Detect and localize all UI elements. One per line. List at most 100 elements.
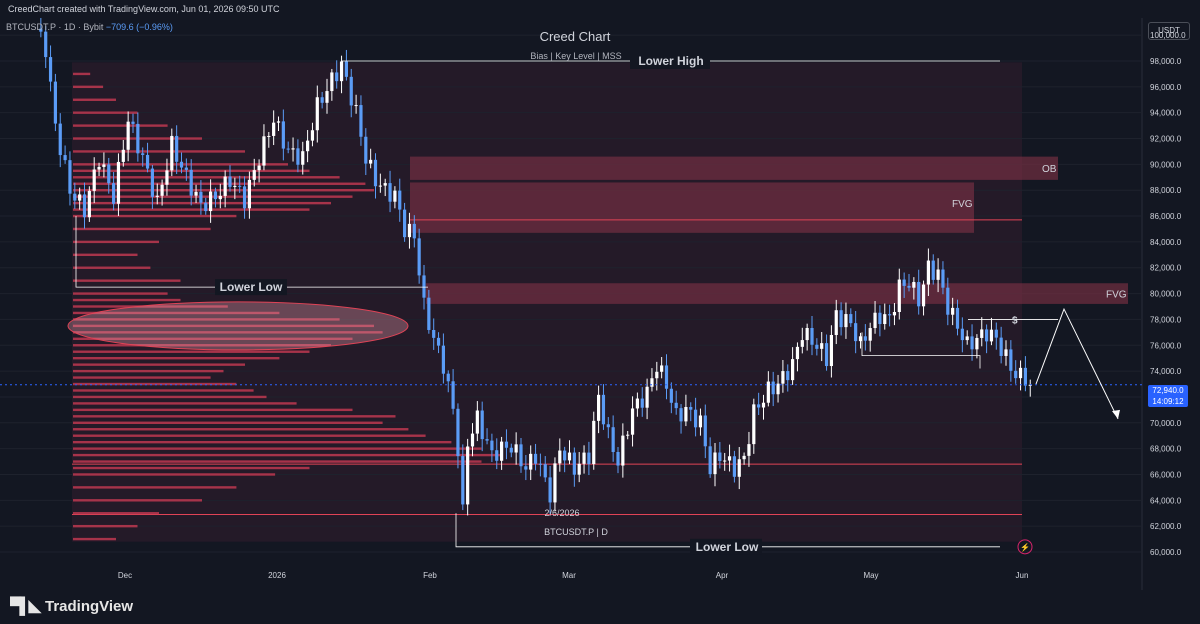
price-chart[interactable]: 60,000.0 62,000.0 64,000.0 66,000.0 68,000.0… bbox=[0, 18, 1200, 590]
candle bbox=[897, 279, 901, 313]
label-backdrop bbox=[215, 279, 287, 296]
candle bbox=[199, 191, 203, 203]
candle bbox=[514, 444, 518, 453]
candle bbox=[621, 435, 625, 466]
y-tick-label: 68,000.0 bbox=[1150, 445, 1182, 454]
range-box-line bbox=[861, 332, 981, 369]
candle bbox=[335, 72, 339, 82]
lightning-icon[interactable] bbox=[1017, 539, 1033, 555]
volume-profile-bar bbox=[73, 337, 353, 341]
candle bbox=[141, 153, 145, 155]
candle bbox=[931, 260, 935, 280]
candle bbox=[563, 450, 567, 461]
volume-profile-bar bbox=[73, 150, 245, 153]
x-tick-label: May bbox=[863, 571, 878, 580]
volume-profile-bar bbox=[73, 298, 181, 302]
candle bbox=[597, 394, 601, 421]
candle bbox=[339, 61, 344, 82]
candle bbox=[1023, 367, 1027, 386]
candle bbox=[407, 223, 412, 238]
zone-fvg bbox=[410, 182, 974, 233]
fvg-label: FVG bbox=[952, 199, 973, 210]
candle bbox=[247, 179, 251, 209]
candle bbox=[204, 202, 208, 212]
lower-low-line bbox=[75, 216, 428, 288]
candle bbox=[495, 450, 499, 461]
volume-profile-bar bbox=[73, 473, 276, 476]
volume-profile-bar bbox=[73, 499, 202, 502]
candle bbox=[194, 191, 198, 196]
candle bbox=[359, 105, 363, 137]
current-price-value: 72,940.0 bbox=[1152, 386, 1184, 395]
lower-high-line bbox=[341, 60, 1000, 81]
tradingview-logo[interactable]: ▀▌◣ TradingView bbox=[10, 596, 133, 616]
volume-profile-bar bbox=[73, 453, 503, 457]
candle bbox=[960, 328, 964, 341]
liquidity-label: $ bbox=[1012, 315, 1018, 326]
candle bbox=[766, 381, 770, 403]
volume-profile-bar bbox=[73, 447, 482, 450]
candle bbox=[160, 184, 164, 196]
volume-profile-bar bbox=[73, 182, 366, 185]
y-tick-label: 74,000.0 bbox=[1150, 367, 1182, 376]
volume-profile-bar bbox=[73, 350, 310, 353]
candle bbox=[233, 185, 237, 187]
candle bbox=[747, 444, 751, 456]
candle bbox=[660, 365, 664, 372]
candle bbox=[626, 434, 630, 436]
y-tick-label: 62,000.0 bbox=[1150, 522, 1182, 531]
candle bbox=[44, 31, 48, 58]
candle bbox=[296, 148, 300, 165]
candle bbox=[451, 381, 455, 409]
candle bbox=[369, 159, 373, 164]
candle bbox=[587, 452, 591, 465]
candle bbox=[53, 81, 57, 124]
candle bbox=[1009, 349, 1013, 371]
candle bbox=[781, 371, 785, 384]
chart-subtitle: Bias | Key Level | MSS bbox=[530, 51, 621, 61]
candle bbox=[456, 408, 460, 457]
candle bbox=[82, 194, 87, 218]
candle bbox=[999, 337, 1003, 356]
candle bbox=[432, 329, 436, 338]
candle bbox=[286, 148, 290, 150]
logo-text: TradingView bbox=[44, 597, 134, 615]
candle bbox=[941, 269, 945, 288]
candle bbox=[907, 285, 911, 288]
candle bbox=[349, 76, 353, 106]
candle bbox=[1014, 370, 1018, 379]
candle bbox=[131, 121, 135, 124]
candle bbox=[650, 378, 654, 387]
y-tick-label: 90,000.0 bbox=[1150, 160, 1182, 169]
currency-selector[interactable]: USDT bbox=[1148, 22, 1190, 40]
candle bbox=[543, 464, 547, 478]
candle bbox=[48, 57, 53, 82]
candle bbox=[330, 72, 334, 92]
candle bbox=[373, 159, 378, 187]
candle bbox=[829, 334, 833, 367]
candle bbox=[655, 371, 659, 379]
candle bbox=[427, 297, 431, 330]
x-tick-label: 2026 bbox=[268, 571, 286, 580]
candle bbox=[107, 164, 111, 184]
candle bbox=[757, 404, 761, 408]
candle bbox=[446, 373, 450, 382]
volume-profile-bar bbox=[73, 537, 116, 541]
volume-profile-bar bbox=[73, 176, 340, 179]
candle bbox=[403, 209, 407, 238]
candle bbox=[78, 194, 82, 201]
projection-path bbox=[1035, 307, 1119, 420]
y-tick-label: 66,000.0 bbox=[1150, 470, 1182, 479]
y-tick-label: 82,000.0 bbox=[1150, 264, 1182, 273]
candle bbox=[742, 455, 746, 460]
candle bbox=[238, 185, 242, 187]
candle bbox=[417, 238, 421, 276]
candle bbox=[87, 190, 91, 218]
candle bbox=[436, 337, 441, 346]
candle bbox=[145, 154, 150, 169]
current-price-tag: 72,940.0 14:09:12 bbox=[1148, 385, 1188, 407]
candle bbox=[378, 185, 382, 187]
x-tick-label: Apr bbox=[716, 571, 729, 580]
candle bbox=[980, 329, 984, 338]
candle bbox=[242, 186, 247, 209]
